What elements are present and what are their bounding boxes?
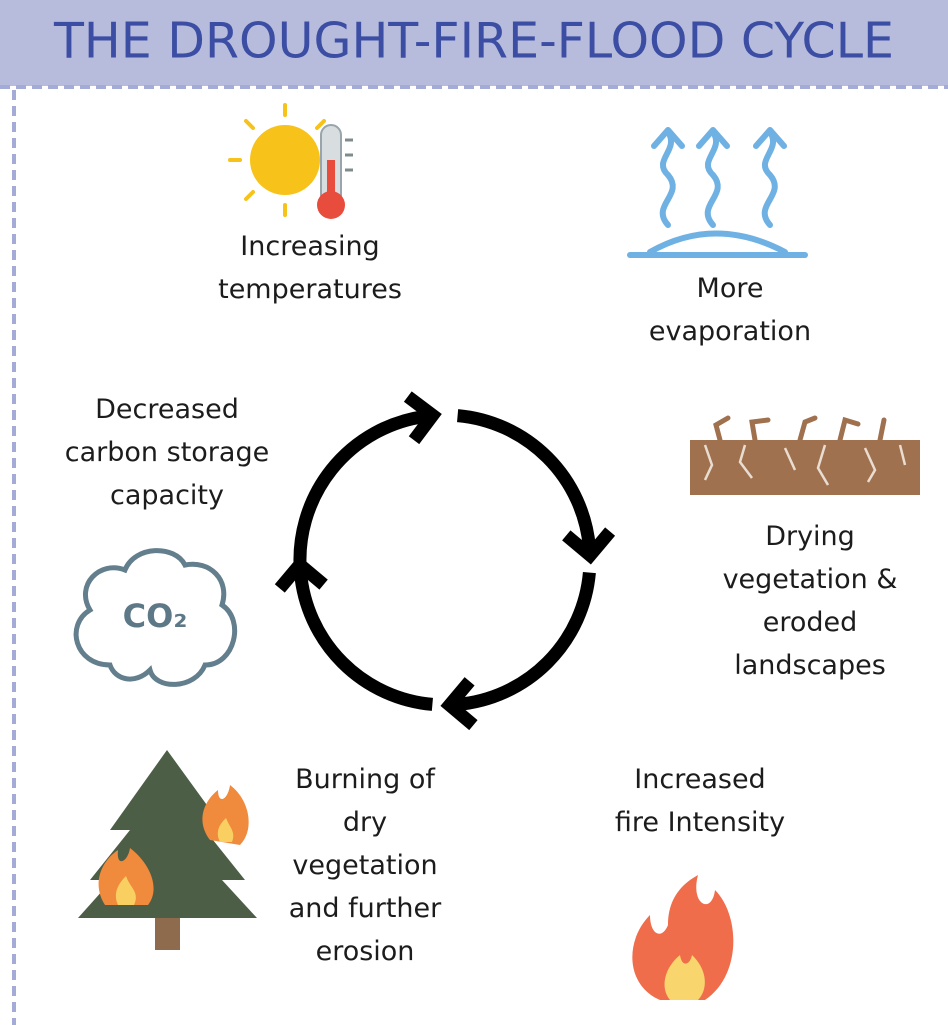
node-label: dry bbox=[343, 807, 387, 838]
node-label: capacity bbox=[110, 480, 224, 511]
sun-thermometer-icon bbox=[230, 105, 353, 219]
node-label: and further bbox=[289, 893, 442, 924]
co2-label: CO₂ bbox=[123, 597, 188, 635]
diagram: THE DROUGHT-FIRE-FLOOD CYCLE bbox=[0, 0, 948, 1025]
node-label: carbon storage bbox=[65, 437, 269, 468]
node-label: evaporation bbox=[649, 316, 811, 347]
title: THE DROUGHT-FIRE-FLOOD CYCLE bbox=[53, 13, 894, 70]
co2-cloud-icon: CO₂ bbox=[76, 551, 235, 685]
tree-fire-icon bbox=[78, 750, 257, 950]
node-label: temperatures bbox=[218, 274, 402, 305]
node-label: More bbox=[697, 273, 764, 304]
page: THE DROUGHT-FIRE-FLOOD CYCLE bbox=[0, 0, 948, 1025]
node-label: vegetation & bbox=[723, 564, 898, 595]
node-label: erosion bbox=[316, 936, 415, 967]
flame-icon bbox=[632, 875, 733, 1000]
evaporation-icon bbox=[630, 130, 805, 255]
node-label: eroded bbox=[763, 607, 858, 638]
node-label: fire Intensity bbox=[615, 807, 785, 838]
node-label: landscapes bbox=[734, 650, 886, 681]
node-label: Burning of bbox=[295, 764, 436, 795]
node-label: Increased bbox=[634, 764, 765, 795]
node-label: Decreased bbox=[95, 394, 239, 425]
cycle-arrows bbox=[280, 397, 610, 725]
node-label: Increasing bbox=[240, 231, 379, 262]
node-label: vegetation bbox=[292, 850, 437, 881]
node-label: Drying bbox=[765, 521, 855, 552]
soil-icon bbox=[690, 418, 920, 495]
